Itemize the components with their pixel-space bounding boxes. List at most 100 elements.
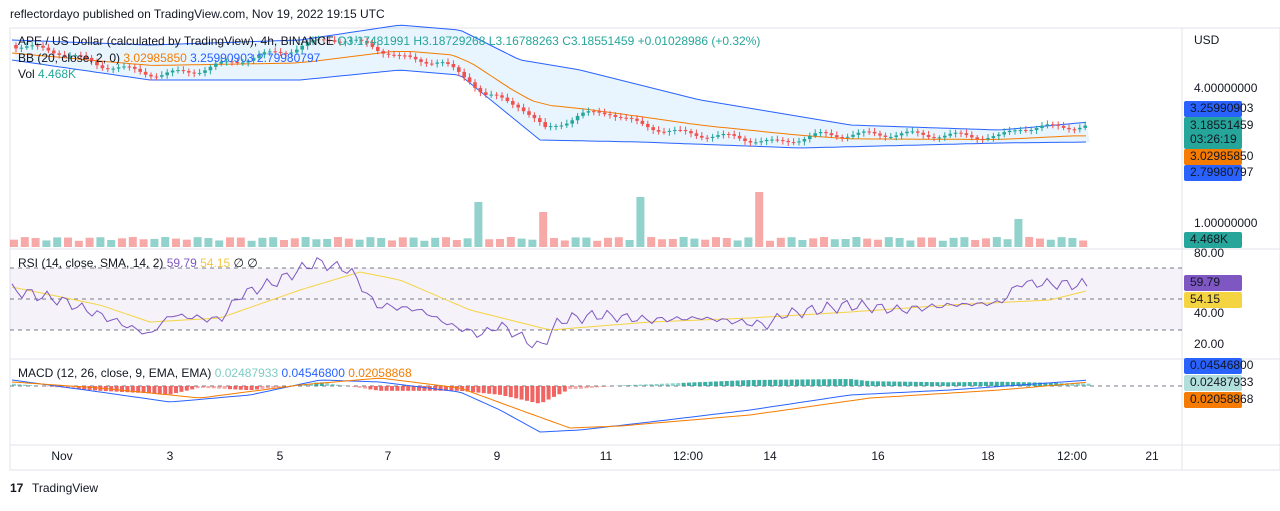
candle-body <box>878 133 882 135</box>
candle-body <box>425 62 429 64</box>
candle-body <box>657 130 661 132</box>
rsi-legend: RSI (14, close, SMA, 14, 2) 59.79 54.15 … <box>18 256 258 270</box>
candle-body <box>506 98 510 101</box>
candle-body <box>538 118 542 122</box>
macd-hist-bar <box>336 385 340 386</box>
candle-body <box>981 139 985 140</box>
volume-bar <box>32 238 40 247</box>
price-tick: 1.00000000 <box>1194 216 1258 230</box>
macd-hist-bar <box>363 386 367 389</box>
macd-hist-bar <box>115 386 119 392</box>
candle-body <box>732 134 736 136</box>
candle-body <box>646 124 650 127</box>
candle-body <box>468 77 472 82</box>
x-tick-label: 12:00 <box>673 449 703 463</box>
macd-hist-bar <box>50 386 54 387</box>
macd-hist-bar <box>908 382 912 386</box>
candle-body <box>630 118 634 119</box>
candle-body <box>543 122 547 127</box>
candle-body <box>678 130 682 131</box>
volume-bar <box>626 240 634 247</box>
candle-body <box>209 67 213 70</box>
candle-body <box>592 111 596 112</box>
macd-hist-bar <box>962 382 966 386</box>
volume-bar <box>75 241 83 247</box>
macd-hist-bar <box>266 386 270 388</box>
volume-bar <box>917 237 925 247</box>
macd-hist-bar <box>547 386 551 400</box>
macd-hist-bar <box>579 386 583 389</box>
macd-hist-bar <box>800 379 804 386</box>
candle-body <box>192 73 196 74</box>
candle-body <box>554 126 558 127</box>
candle-body <box>414 57 418 59</box>
macd-hist-bar <box>660 384 664 386</box>
macd-hist-bar <box>638 385 642 386</box>
candle-body <box>511 101 515 105</box>
candle-body <box>803 139 807 141</box>
candle-body <box>846 137 850 138</box>
macd-hist-bar <box>169 386 173 394</box>
candle-body <box>738 136 742 139</box>
volume-bar <box>194 237 202 247</box>
macd-hist-bar <box>223 386 227 389</box>
logo: 17 <box>10 481 24 495</box>
badge-text: 2.79980797 <box>1190 165 1254 179</box>
candle-body <box>857 133 861 135</box>
volume-bar <box>1058 237 1066 247</box>
badge-text: 0.02487933 <box>1190 375 1254 389</box>
candle-body <box>198 73 202 74</box>
macd-hist-bar <box>649 384 653 386</box>
volume-bar <box>777 238 785 247</box>
volume-bar <box>215 240 223 247</box>
candle-body <box>603 113 607 115</box>
candle-body <box>187 71 191 72</box>
candle-body <box>1035 128 1039 130</box>
x-tick-label: 12:00 <box>1057 449 1087 463</box>
x-tick-label: 3 <box>167 449 174 463</box>
volume-bar <box>960 237 968 247</box>
candle-body <box>959 133 963 134</box>
candle-body <box>419 59 423 62</box>
volume-bar <box>172 239 180 247</box>
candle-body <box>581 113 585 116</box>
candle-body <box>479 88 483 92</box>
candle-body <box>641 121 645 124</box>
macd-hist-bar <box>525 386 529 401</box>
na: ∅ <box>247 256 257 270</box>
macd-hist-bar <box>482 386 486 393</box>
macd-hist-bar <box>190 386 194 389</box>
candle-body <box>500 95 504 97</box>
x-tick-label: 21 <box>1145 449 1159 463</box>
macd-hist-bar <box>390 386 394 391</box>
macd-hist-bar <box>514 386 518 398</box>
volume-bar <box>906 240 914 247</box>
bb-lower: 2.79980797 <box>257 51 321 65</box>
macd-hist-bar <box>147 386 151 393</box>
candle-body <box>430 64 434 65</box>
volume-bar <box>366 237 374 247</box>
macd-hist-bar <box>703 382 707 386</box>
candle-body <box>705 138 709 139</box>
bb-label: BB (20, close, 2, 0) <box>18 51 120 65</box>
macd-hist-bar <box>957 382 961 386</box>
volume-bar <box>107 240 115 247</box>
candle-body <box>133 67 137 69</box>
macd-hist-bar <box>120 386 124 392</box>
badge-text: 3.02985850 <box>1190 149 1254 163</box>
macd-hist-bar <box>341 385 345 386</box>
candle-body <box>570 120 574 123</box>
macd-hist-bar <box>158 386 162 394</box>
candle-body <box>1046 124 1050 125</box>
candle-body <box>387 54 391 55</box>
badge-text: 59.79 <box>1190 275 1220 289</box>
candle-body <box>527 111 531 115</box>
volume-bar <box>744 237 752 247</box>
candle-body <box>1002 132 1006 134</box>
volume-bar <box>442 237 450 247</box>
macd-hist-bar <box>584 386 588 388</box>
candle-body <box>743 138 747 141</box>
change: +0.01028986 (+0.32%) <box>638 34 761 48</box>
macd-hist-bar <box>763 380 767 386</box>
candle-body <box>711 137 715 138</box>
